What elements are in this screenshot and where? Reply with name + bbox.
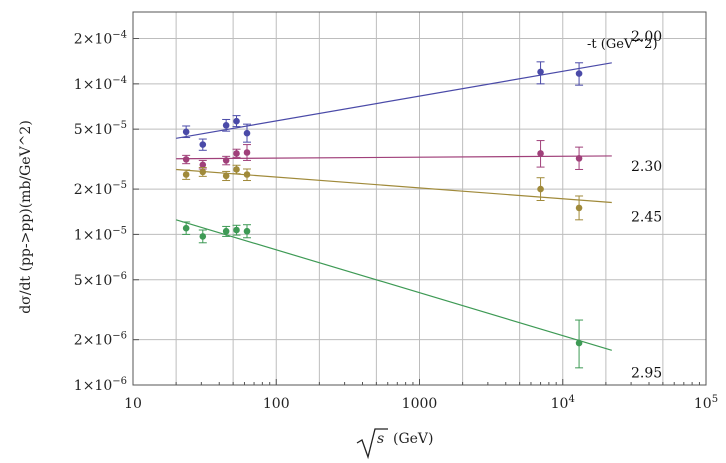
series-2.95: 2.95 [175, 219, 662, 381]
data-point [233, 150, 240, 157]
data-point [222, 122, 230, 129]
y-tick-label: 1×10−6 [74, 376, 127, 394]
data-point [233, 226, 240, 234]
y-tick-label: 2×10−4 [74, 30, 127, 48]
data-point [233, 166, 240, 173]
x-tick-label: 10 [124, 396, 142, 412]
series-2.30: 2.30 [176, 140, 662, 175]
data-point [222, 157, 230, 164]
data-point [222, 227, 230, 235]
x-tick-label: 104 [551, 394, 575, 412]
x-axis-ticks: 10 100 1000 104 105 [124, 379, 718, 412]
data-point [199, 168, 207, 176]
data-point [537, 150, 544, 157]
x-tick-label: 100 [263, 396, 290, 412]
data-point [182, 171, 190, 178]
data-point [199, 233, 207, 240]
data-point [537, 185, 544, 193]
series-label: 2.30 [631, 159, 662, 175]
y-axis-ticks: 1×10−6 2×10−6 5×10−6 1×10−5 2×10−5 5×10−5 1×10… [74, 30, 139, 394]
fit-line [176, 62, 612, 139]
data-point [575, 204, 583, 212]
series-label: 2.45 [631, 209, 662, 225]
data-point [222, 172, 230, 180]
data-point [243, 129, 251, 137]
data-point [243, 149, 251, 156]
fit-line [176, 168, 612, 204]
y-axis-title: dσ/dt (pp->pp)(mb/GeV^2) [18, 120, 34, 314]
legend-title: -t (GeV^2) [587, 37, 658, 52]
x-axis-title: s (GeV) [356, 428, 434, 460]
data-point [182, 128, 190, 136]
y-tick-label: 5×10−6 [74, 271, 127, 289]
x-tick-label: 1000 [402, 396, 438, 412]
y-tick-label: 2×10−5 [74, 180, 127, 198]
data-point [199, 141, 207, 148]
series-2.45: 2.45 [176, 164, 662, 225]
series-2.00: 2.00 [176, 29, 662, 151]
sqrt-symbol [356, 428, 388, 460]
fit-line [176, 155, 612, 160]
data-point [243, 227, 251, 235]
x-tick-label: 105 [694, 394, 718, 412]
y-tick-label: 2×10−6 [74, 331, 127, 349]
x-axis-title-var: s [377, 431, 384, 447]
data-point [182, 156, 190, 163]
grid [133, 12, 706, 385]
fit-line [175, 219, 612, 351]
data-point [243, 171, 251, 178]
x-axis-title-unit: (GeV) [393, 431, 434, 447]
data-point [537, 68, 544, 76]
series-group: 2.00 2.30 2.45 2.95 [175, 29, 662, 381]
data-point [575, 70, 583, 77]
data-point [199, 161, 207, 169]
y-tick-label: 1×10−4 [74, 75, 127, 93]
data-point [575, 155, 583, 162]
series-label: 2.00 [631, 29, 662, 45]
data-point [182, 224, 190, 232]
y-tick-label: 1×10−5 [74, 225, 127, 243]
series-label: 2.95 [631, 365, 662, 381]
data-point [233, 117, 240, 125]
y-tick-label: 5×10−5 [74, 120, 127, 138]
data-point [575, 339, 583, 347]
